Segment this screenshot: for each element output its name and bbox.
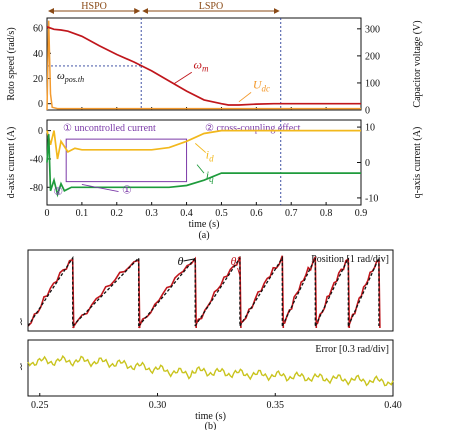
x-tick-label: 0.7 [285, 208, 298, 219]
caption: (a) [198, 230, 209, 241]
threshold-label: ωpos.th [57, 70, 84, 84]
series-omega-m-label: ωm [194, 57, 209, 73]
y-axis-label-right: Capacitor voltage (V) [412, 20, 423, 107]
legend-label: Error [0.3 rad/div] [315, 344, 389, 355]
y-tick-label-right: -10 [365, 193, 378, 204]
x-axis-label: time (s) [189, 219, 220, 230]
y-tick-label-left: 0 [38, 99, 43, 110]
x-tick-label: 0 [45, 208, 50, 219]
x-tick-label: 0.9 [355, 208, 368, 219]
plot-frame [27, 339, 394, 397]
axis-break-mark: ⌇ [19, 317, 23, 327]
series-id-line [46, 129, 361, 160]
y-tick-label-right: 10 [365, 123, 375, 134]
x-tick-label: 0.8 [320, 208, 333, 219]
marker-1-pointer [81, 184, 119, 192]
x-tick-label: 0.40 [384, 400, 402, 411]
highlight-box [65, 138, 188, 183]
series-error-line [27, 354, 394, 387]
x-tick-label: 0.2 [111, 208, 124, 219]
series-omega-m-line [46, 26, 361, 106]
y-tick-label-left: -80 [30, 183, 43, 194]
phase-label-lspo: LSPO [199, 1, 223, 12]
series-id-label: id [206, 147, 214, 163]
x-tick-label: 0.35 [267, 400, 285, 411]
series-iq-line [46, 134, 361, 198]
phase-label-hspo: HSPO [81, 1, 107, 12]
caption: (b) [205, 421, 217, 430]
y-tick-label-right: 0 [365, 158, 370, 169]
x-tick-label: 0.6 [250, 208, 263, 219]
series-udc-label: Udc [253, 78, 270, 94]
series-iq-label: iq [206, 168, 214, 184]
y-tick-label-right: 200 [365, 51, 380, 62]
axis-break-mark: ⌇ [19, 362, 23, 372]
y-tick-label-left: 40 [33, 49, 43, 60]
series-udc-pointer [238, 92, 252, 103]
series-theta-hat-label: θ̂ [231, 254, 242, 268]
x-tick-label: 0.1 [76, 208, 89, 219]
series-udc-line [46, 20, 361, 111]
x-tick-label: 0.3 [145, 208, 158, 219]
marker-1: ① [122, 185, 132, 197]
y-tick-label-right: 300 [365, 24, 380, 35]
series-iq-pointer [196, 164, 205, 174]
plot-frame [27, 249, 394, 332]
annotation-1: ① uncontrolled current [63, 123, 156, 134]
y-tick-label-right: 0 [365, 106, 370, 117]
plot-frame [46, 17, 362, 111]
y-axis-label-left: Roto speed (rad/s) [6, 27, 17, 100]
series-omega-m-pointer [174, 71, 193, 84]
legend-label: Position [1 rad/div] [311, 254, 389, 265]
x-tick-label: 0.5 [215, 208, 228, 219]
speed-voltage-chart: HSPO LSPO 0 20 40 60 0 100 200 300 Roto speed (rad… [6, 1, 423, 117]
position-chart: Position [1 rad/div] θ θ̂ ⌇ [19, 249, 394, 332]
series-theta-hat-line [27, 255, 381, 329]
y-tick-label-right: 100 [365, 78, 380, 89]
y-tick-label-left: 20 [33, 74, 43, 85]
current-chart: 0 -40 -80 10 0 -10 0 0.1 0.2 0.3 0.4 0.5 0.6 0.7 0.8 0.… [6, 119, 423, 241]
x-axis-label: time (s) [195, 411, 226, 422]
series-theta-line [27, 255, 380, 327]
x-tick-label: 0.30 [149, 400, 167, 411]
x-tick-label: 0.4 [180, 208, 193, 219]
error-chart: Error [0.3 rad/div] 0.25 0.30 0.35 0.40 time … [19, 339, 402, 430]
series-id-pointer [194, 143, 207, 153]
annotation-2: ② cross-coupling effect [205, 123, 301, 134]
marker-2: ② [53, 186, 63, 198]
series-theta-label: θ [178, 254, 184, 268]
series-theta-hat-pointer [237, 267, 241, 277]
series-theta-pointer [183, 258, 195, 262]
y-tick-label-left: 60 [33, 24, 43, 35]
y-tick-label-left: 0 [38, 126, 43, 137]
y-axis-label-right: q-axis current (A) [412, 127, 423, 199]
y-axis-label-left: d-axis current (A) [6, 127, 17, 199]
x-tick-label: 0.25 [31, 400, 49, 411]
y-tick-label-left: -40 [30, 154, 43, 165]
